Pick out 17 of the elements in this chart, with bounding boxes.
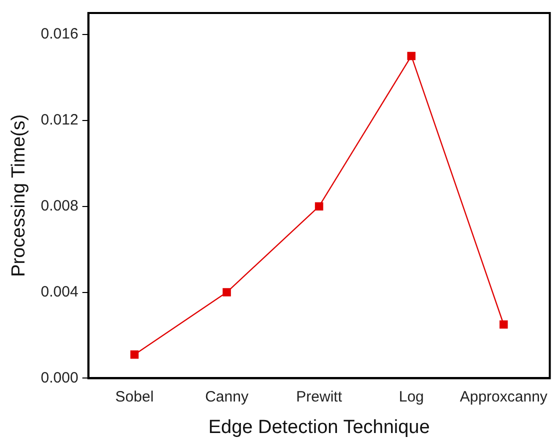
x-tick-label: Log: [398, 388, 424, 406]
point: [500, 320, 508, 329]
x-tick-label: Approxcanny: [460, 388, 548, 406]
y-tick-label: 0.012: [40, 112, 78, 129]
point: [130, 350, 139, 359]
y-tick-label: 0.008: [40, 197, 78, 214]
x-tick-label: Sobel: [115, 388, 154, 406]
point: [407, 52, 416, 60]
x-axis-title: Edge Detection Technique: [208, 416, 430, 438]
point: [222, 288, 231, 296]
y-tick-label: 0.016: [40, 26, 78, 43]
point: [314, 202, 324, 210]
x-tick-label: Prewitt: [296, 388, 343, 406]
x-tick-label: Canny: [205, 388, 249, 406]
y-tick-label: 0.004: [40, 283, 78, 300]
y-tick-label: 0.000: [40, 369, 78, 386]
y-axis-title: Processing Time(s): [8, 114, 30, 277]
